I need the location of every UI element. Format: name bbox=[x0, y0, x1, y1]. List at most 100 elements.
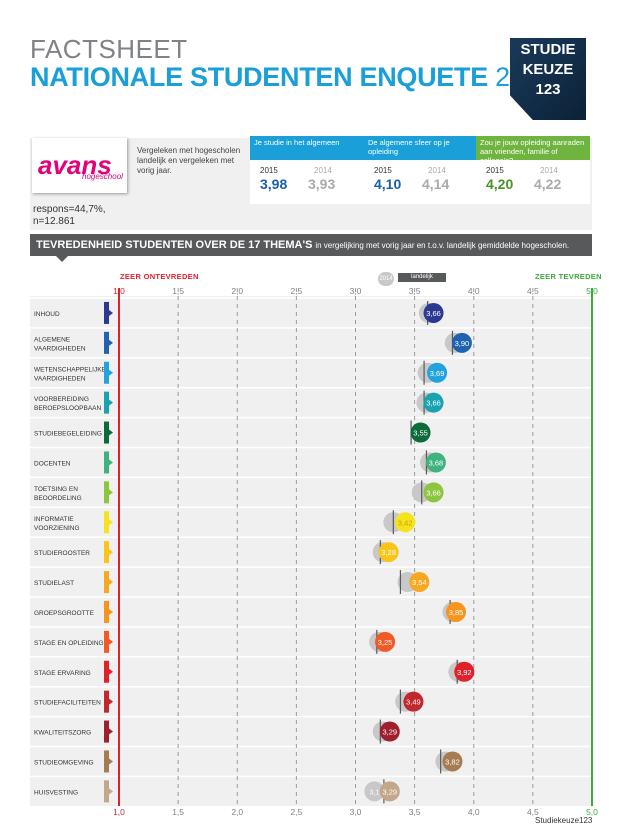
title-text: NATIONALE STUDENTEN ENQUETE bbox=[30, 62, 488, 92]
bubble-2015 bbox=[451, 332, 472, 353]
question-label: De algemene sfeer op je opleiding bbox=[364, 136, 478, 160]
band-subtitle: in vergelijking met vorig jaar en t.o.v.… bbox=[315, 241, 570, 250]
tick-label-top: 4,0 bbox=[468, 286, 480, 296]
bubble-2015 bbox=[425, 452, 446, 473]
tick-label-top: 3,5 bbox=[409, 286, 421, 296]
footer-source: Studiekeuze123 bbox=[535, 816, 593, 825]
value-2014: 3,93 bbox=[308, 176, 336, 192]
theme-color-bar bbox=[104, 451, 109, 474]
school-logo: avans bbox=[38, 150, 112, 180]
theme-color-pointer bbox=[109, 728, 113, 735]
legend-national: landelijk bbox=[398, 273, 446, 282]
bubble-2015 bbox=[427, 362, 448, 383]
value-2015: 3,69 bbox=[430, 369, 445, 378]
year-2014: 2014 bbox=[540, 166, 558, 175]
chart-background bbox=[30, 296, 592, 806]
page-title: NATIONALE STUDENTEN ENQUETE 2015 bbox=[30, 62, 554, 93]
tick-label-top: 2,0 bbox=[231, 286, 243, 296]
theme-color-bar bbox=[104, 750, 109, 773]
band-pointer bbox=[56, 256, 68, 262]
theme-label: BEOORDELING bbox=[34, 495, 82, 502]
bubble-2015 bbox=[409, 572, 430, 593]
theme-label: VAARDIGHEDEN bbox=[34, 375, 86, 382]
factsheet-label: FACTSHEET bbox=[30, 34, 188, 64]
theme-label: STUDIEOMGEVING bbox=[34, 759, 94, 766]
year-2015: 2015 bbox=[374, 166, 392, 175]
theme-color-pointer bbox=[109, 519, 113, 526]
theme-color-bar bbox=[104, 301, 109, 324]
tick-label-top: 1,5 bbox=[172, 286, 184, 296]
theme-label: INHOUD bbox=[34, 311, 60, 318]
bubble-2015 bbox=[395, 512, 416, 533]
theme-label: TOETSING EN bbox=[34, 486, 78, 493]
bubble-2015 bbox=[442, 751, 463, 772]
tick-label-bottom: 3,0 bbox=[350, 807, 362, 817]
theme-color-pointer bbox=[109, 489, 113, 496]
theme-color-bar bbox=[104, 541, 109, 564]
theme-color-bar bbox=[104, 421, 109, 444]
theme-color-bar bbox=[104, 331, 109, 354]
school-logo-sub: hogeschool bbox=[82, 172, 123, 181]
value-2015: 3,29 bbox=[382, 787, 397, 796]
value-2015: 4,10 bbox=[374, 176, 402, 192]
theme-color-pointer bbox=[109, 698, 113, 705]
label-very-satisfied: ZEER TEVREDEN bbox=[535, 272, 602, 281]
theme-label: KWALITEITSZORG bbox=[34, 730, 91, 737]
theme-color-bar bbox=[104, 690, 109, 713]
theme-color-pointer bbox=[109, 399, 113, 406]
value-2015: 3,98 bbox=[260, 176, 288, 192]
theme-label: VOORBEREIDING bbox=[34, 396, 89, 403]
bubble-2015 bbox=[423, 392, 444, 413]
question-card-3: Zou je jouw opleiding aanraden aan vrien… bbox=[476, 136, 590, 204]
bubble-2015 bbox=[454, 661, 475, 682]
logo-line2: KEUZE bbox=[522, 61, 574, 78]
theme-label: ALGEMENE bbox=[34, 336, 71, 343]
theme-color-pointer bbox=[109, 549, 113, 556]
tick-label-top: 3,0 bbox=[350, 286, 362, 296]
bubble-2015 bbox=[423, 302, 444, 323]
question-card-2: De algemene sfeer op je opleiding 2015 2… bbox=[364, 136, 478, 204]
tick-label-bottom: 2,0 bbox=[231, 807, 243, 817]
value-2015: 3,25 bbox=[378, 638, 393, 647]
logo-line1: STUDIE bbox=[520, 41, 576, 58]
theme-color-pointer bbox=[109, 339, 113, 346]
label-2014: 3,1 bbox=[370, 789, 380, 796]
value-2015: 3,42 bbox=[398, 518, 413, 527]
n-text: n=12.861 bbox=[33, 216, 75, 227]
logo-line3: 123 bbox=[535, 81, 561, 98]
tick-label-bottom: 4,0 bbox=[468, 807, 480, 817]
bubble-2015 bbox=[379, 721, 400, 742]
value-2015: 3,66 bbox=[426, 488, 441, 497]
theme-label: STAGE EN OPLEIDING bbox=[34, 640, 104, 647]
theme-color-pointer bbox=[109, 429, 113, 436]
tick-label-top: 2,5 bbox=[290, 286, 302, 296]
value-2015: 3,29 bbox=[382, 728, 397, 737]
section-band: TEVREDENHEID STUDENTEN OVER DE 17 THEMA'… bbox=[30, 234, 592, 256]
value-2015: 3,28 bbox=[381, 548, 396, 557]
theme-color-bar bbox=[104, 571, 109, 594]
year-2015: 2015 bbox=[486, 166, 504, 175]
value-2015: 3,66 bbox=[426, 399, 441, 408]
bubble-2015 bbox=[375, 631, 396, 652]
value-2014: 4,14 bbox=[422, 176, 450, 192]
theme-label: STUDIEBEGELEIDING bbox=[34, 431, 102, 438]
school-logo-box bbox=[32, 138, 127, 193]
tick-label-bottom: 1,0 bbox=[113, 807, 125, 817]
year-2014: 2014 bbox=[428, 166, 446, 175]
tick-label-bottom: 5,0 bbox=[586, 807, 598, 817]
theme-color-bar bbox=[104, 481, 109, 504]
value-2015: 3,54 bbox=[412, 578, 427, 587]
band-title: TEVREDENHEID STUDENTEN OVER DE 17 THEMA'… bbox=[36, 239, 313, 251]
tick-label-top: 1,0 bbox=[113, 286, 125, 296]
tick-label-top: 5,0 bbox=[586, 286, 598, 296]
theme-color-bar bbox=[104, 600, 109, 623]
label-very-dissatisfied: ZEER ONTEVREDEN bbox=[120, 272, 199, 281]
theme-label: INFORMATIE bbox=[34, 516, 74, 523]
theme-color-bar bbox=[104, 391, 109, 414]
tick-label-bottom: 1,5 bbox=[172, 807, 184, 817]
theme-color-pointer bbox=[109, 369, 113, 376]
theme-color-bar bbox=[104, 511, 109, 534]
question-label: Zou je jouw opleiding aanraden aan vrien… bbox=[476, 136, 590, 165]
legend-2014: 2014 bbox=[378, 272, 394, 286]
theme-color-bar bbox=[104, 780, 109, 803]
